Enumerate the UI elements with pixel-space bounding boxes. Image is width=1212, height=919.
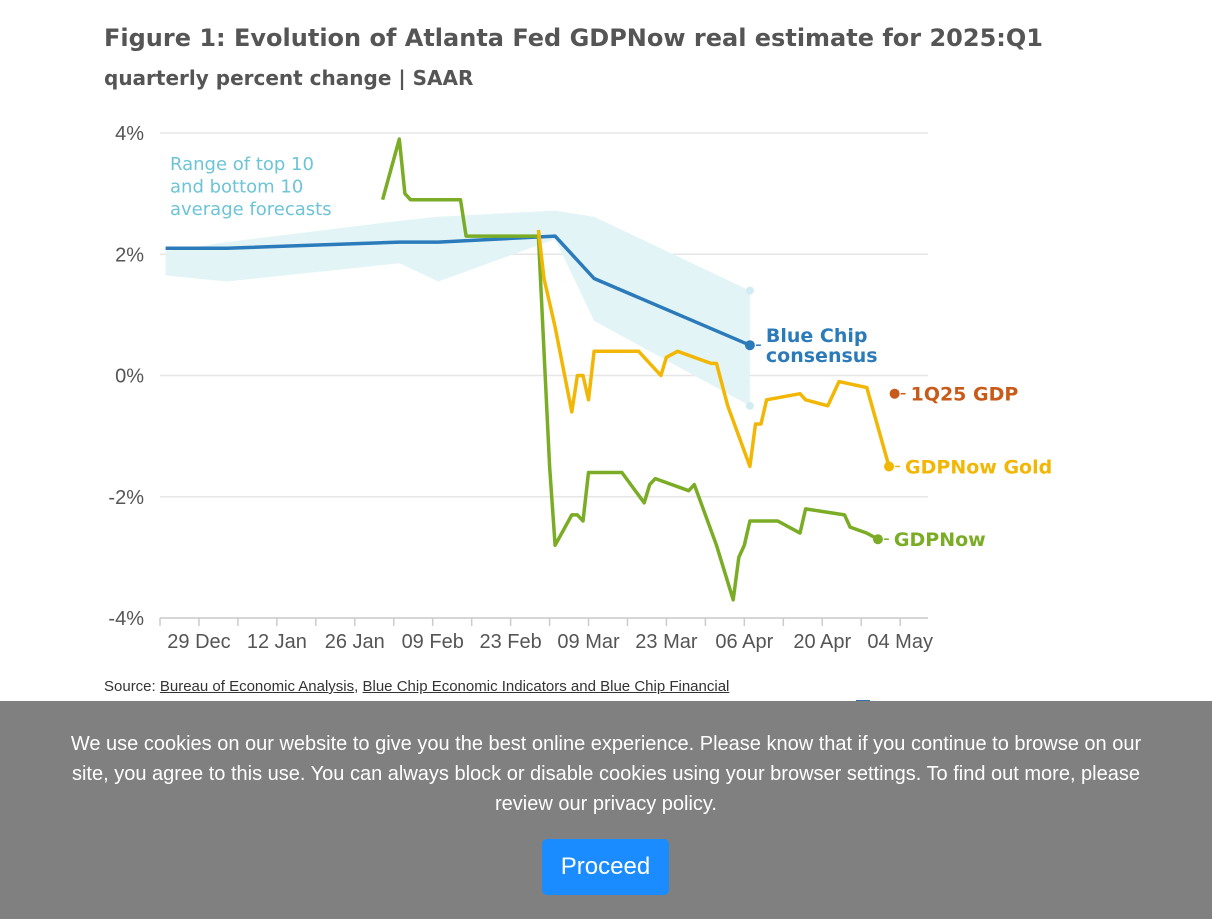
series-end-marker xyxy=(872,534,883,545)
series-end-marker xyxy=(744,340,755,351)
y-tick-label: -2% xyxy=(108,487,144,509)
y-tick-label: 4% xyxy=(115,123,144,145)
source-link-bea[interactable]: Bureau of Economic Analysis xyxy=(159,678,355,695)
proceed-button[interactable]: Proceed xyxy=(542,839,669,895)
series-end-label: Blue Chip xyxy=(766,325,868,347)
x-tick-label: 09 Mar xyxy=(557,631,620,653)
series-end-label: GDPNow Gold xyxy=(905,456,1052,478)
source-link-blue-chip[interactable]: Blue Chip Economic Indicators and Blue C… xyxy=(362,678,730,695)
range-band-layer xyxy=(165,210,754,410)
y-tick-label: 2% xyxy=(115,244,144,266)
series-end-label: 1Q25 GDP xyxy=(911,384,1019,406)
series-line xyxy=(380,137,879,602)
range-annotation-line: Range of top 10 xyxy=(170,154,314,175)
series-end-label: GDPNow xyxy=(894,529,986,551)
axis-layer: 4% 2% 0% -2% -4% 29 Dec 12 Jan 26 Jan 09 Feb 23 F… xyxy=(108,123,933,653)
cookie-message: We use cookies on our website to give yo… xyxy=(70,729,1142,819)
series-end-label: consensus xyxy=(766,345,878,367)
series-end-marker xyxy=(884,461,895,472)
x-tick-label: 23 Feb xyxy=(479,631,541,653)
chart-subtitle: quarterly percent change | SAAR xyxy=(104,66,474,90)
series-layer xyxy=(165,137,906,602)
x-tick-label: 12 Jan xyxy=(247,631,307,653)
source-note: Source: Bureau of Economic Analysis, Blu… xyxy=(104,678,729,695)
x-tick-label: 26 Jan xyxy=(325,631,385,653)
cookie-banner: We use cookies on our website to give yo… xyxy=(0,701,1212,919)
x-tick-label: 09 Feb xyxy=(402,631,464,653)
chart-title: Figure 1: Evolution of Atlanta Fed GDPNo… xyxy=(104,24,1043,52)
series-line xyxy=(165,234,751,347)
y-tick-label: 0% xyxy=(115,366,144,388)
range-band-low-marker xyxy=(745,401,754,410)
range-annotation-line: and bottom 10 xyxy=(170,177,303,198)
x-tick-label: 23 Mar xyxy=(635,631,698,653)
cookie-message-text: We use cookies on our website to give yo… xyxy=(70,733,1142,815)
y-tick-label: -4% xyxy=(108,608,144,630)
range-band xyxy=(165,210,750,406)
x-tick-label: 04 May xyxy=(867,631,933,653)
range-band-high-marker xyxy=(745,286,754,295)
series-end-marker xyxy=(889,388,900,399)
source-separator: , xyxy=(354,678,359,695)
cookie-message-end: . xyxy=(711,793,717,815)
x-tick-label: 29 Dec xyxy=(167,631,230,653)
x-tick-label: 20 Apr xyxy=(793,631,851,653)
source-label: Source: xyxy=(104,678,156,695)
series-line xyxy=(536,229,891,469)
range-annotation-line: average forecasts xyxy=(170,199,332,220)
privacy-policy-link[interactable]: privacy policy xyxy=(592,793,712,815)
gdpnow-chart: 4% 2% 0% -2% -4% 29 Dec 12 Jan 26 Jan 09 Feb 23 F… xyxy=(108,123,1052,653)
x-tick-label: 06 Apr xyxy=(715,631,773,653)
